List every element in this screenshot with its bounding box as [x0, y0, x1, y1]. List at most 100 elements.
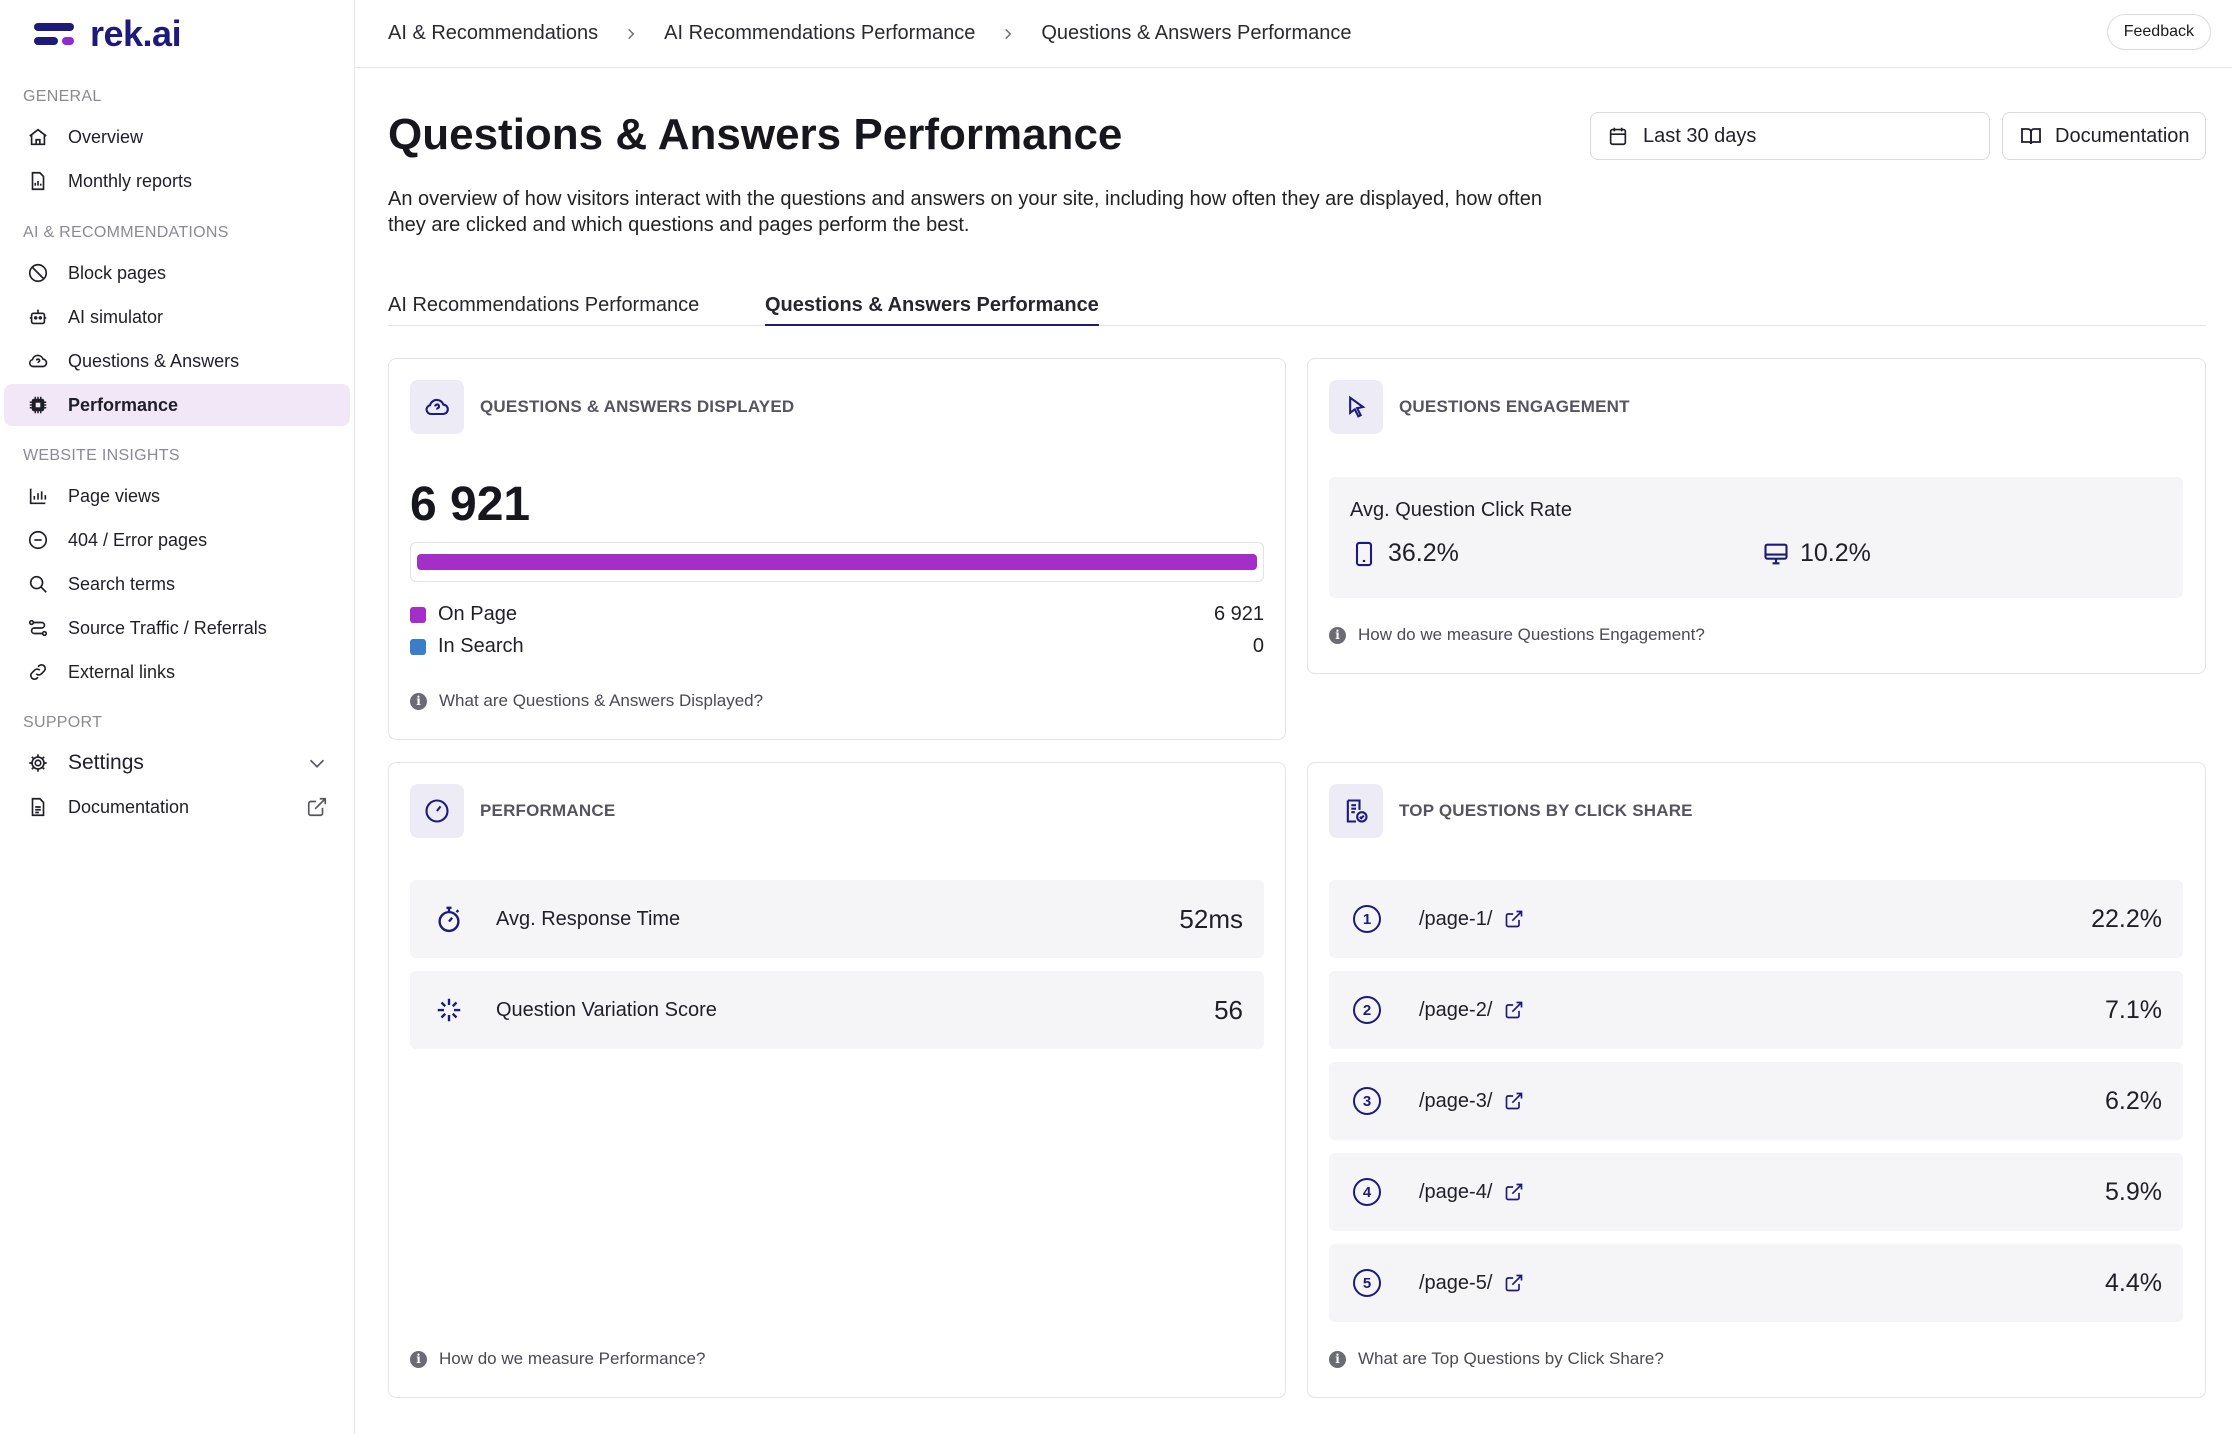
rank-badge: 2	[1353, 996, 1381, 1024]
list-item: 4 /page-4/ 5.9%	[1329, 1153, 2183, 1231]
rank-badge: 1	[1353, 905, 1381, 933]
logo[interactable]: rek.ai	[34, 12, 182, 56]
breadcrumb-ai-recommendations[interactable]: AI & Recommendations	[388, 22, 599, 44]
chevron-down-icon[interactable]	[306, 752, 328, 774]
legend-on-page: On Page 6 921	[410, 603, 1264, 626]
desktop-click-rate: 10.2%	[1762, 539, 1871, 568]
breadcrumb-current: Questions & Answers Performance	[1041, 22, 1352, 44]
sidebar-item-performance[interactable]: Performance	[4, 384, 350, 426]
card-title: TOP QUESTIONS BY CLICK SHARE	[1399, 801, 1693, 820]
sidebar-item-monthly-reports[interactable]: Monthly reports	[4, 160, 350, 202]
sparkle-icon	[437, 998, 461, 1022]
feedback-button[interactable]: Feedback	[2106, 14, 2211, 50]
help-text: How do we measure Performance?	[439, 1349, 706, 1368]
sidebar-item-search-terms[interactable]: Search terms	[4, 563, 350, 605]
section-support: SUPPORT	[23, 714, 103, 731]
list-item: 3 /page-3/ 6.2%	[1329, 1062, 2183, 1140]
page-link[interactable]: /page-5/	[1419, 1271, 1493, 1294]
top-questions-help-link[interactable]: i What are Top Questions by Click Share?	[1329, 1349, 1664, 1369]
sidebar-item-label: Source Traffic / Referrals	[68, 617, 267, 638]
perf-label: Question Variation Score	[496, 998, 717, 1021]
desktop-click-rate-value: 10.2%	[1800, 539, 1871, 567]
page-title: Questions & Answers Performance	[388, 110, 1123, 159]
engagement-help-link[interactable]: i How do we measure Questions Engagement…	[1329, 625, 1705, 645]
sidebar-item-label: Documentation	[68, 796, 190, 817]
sidebar-item-error-pages[interactable]: 404 / Error pages	[4, 519, 350, 561]
logo-text: rek.ai	[90, 13, 182, 54]
gauge-icon	[410, 784, 464, 838]
sidebar-item-label: 404 / Error pages	[68, 529, 208, 550]
home-icon	[26, 125, 50, 149]
calendar-icon	[1609, 127, 1627, 146]
external-link-icon	[307, 797, 327, 817]
bar-chart-icon	[26, 484, 50, 508]
sidebar-item-label: Settings	[68, 751, 144, 774]
sidebar-item-block-pages[interactable]: Block pages	[4, 252, 350, 294]
perf-value: 56	[1214, 994, 1243, 1025]
sidebar-item-ai-simulator[interactable]: AI simulator	[4, 296, 350, 338]
perf-value: 52ms	[1179, 903, 1243, 934]
displayed-total: 6 921	[410, 478, 531, 531]
info-icon: i	[410, 1350, 427, 1368]
sidebar-item-external-links[interactable]: External links	[4, 651, 350, 693]
report-icon	[26, 169, 50, 193]
external-link-icon[interactable]	[1504, 1091, 1524, 1111]
section-ai-recommendations: AI & RECOMMENDATIONS	[23, 224, 229, 241]
info-icon: i	[1329, 1350, 1346, 1368]
book-icon	[2021, 128, 2041, 145]
list-item: 2 /page-2/ 7.1%	[1329, 971, 2183, 1049]
perf-label: Avg. Response Time	[496, 907, 681, 930]
sidebar-item-label: Performance	[68, 394, 179, 415]
legend-label: In Search	[438, 635, 524, 657]
response-time-row: Avg. Response Time 52ms	[410, 880, 1264, 958]
external-link-icon[interactable]	[1504, 1273, 1524, 1293]
variation-score-row: Question Variation Score 56	[410, 971, 1264, 1049]
sidebar-item-settings[interactable]: Settings	[4, 742, 350, 784]
minus-circle-icon	[26, 528, 50, 552]
legend-swatch	[410, 606, 426, 623]
legend-value: 6 921	[1213, 603, 1264, 625]
legend-swatch	[410, 638, 426, 655]
displayed-progress-bar	[410, 542, 1264, 582]
sidebar-item-label: Questions & Answers	[68, 350, 240, 371]
page-link[interactable]: /page-1/	[1419, 907, 1493, 930]
page-link[interactable]: /page-2/	[1419, 998, 1493, 1021]
legend-value: 0	[1252, 635, 1264, 657]
help-text: How do we measure Questions Engagement?	[1358, 625, 1705, 644]
sidebar-item-questions-answers[interactable]: Questions & Answers	[4, 340, 350, 382]
external-link-icon[interactable]	[1504, 1000, 1524, 1020]
list-check-icon	[1329, 784, 1383, 838]
external-link-icon[interactable]	[1504, 909, 1524, 929]
page-link[interactable]: /page-4/	[1419, 1180, 1493, 1203]
card-title: QUESTIONS & ANSWERS DISPLAYED	[480, 397, 795, 416]
search-icon	[26, 572, 50, 596]
click-share-value: 7.1%	[2105, 995, 2162, 1024]
robot-icon	[26, 305, 50, 329]
info-icon: i	[410, 692, 427, 710]
desktop-icon	[1764, 543, 1788, 564]
sidebar-item-page-views[interactable]: Page views	[4, 475, 350, 517]
engagement-card: QUESTIONS ENGAGEMENT Avg. Question Click…	[1307, 358, 2206, 674]
date-range-picker[interactable]: Last 30 days	[1590, 112, 1990, 160]
help-text: What are Questions & Answers Displayed?	[439, 691, 764, 710]
sidebar-item-documentation[interactable]: Documentation	[4, 786, 350, 828]
list-item: 1 /page-1/ 22.2%	[1329, 880, 2183, 958]
link-icon	[26, 660, 50, 684]
displayed-help-link[interactable]: i What are Questions & Answers Displayed…	[410, 691, 763, 711]
page-link[interactable]: /page-3/	[1419, 1089, 1493, 1112]
click-share-value: 5.9%	[2105, 1177, 2162, 1206]
documentation-button[interactable]: Documentation	[2002, 112, 2206, 160]
performance-help-link[interactable]: i How do we measure Performance?	[410, 1349, 705, 1369]
click-rate-box: Avg. Question Click Rate 36.2% 10.2%	[1329, 477, 2183, 598]
sidebar-item-label: Block pages	[68, 262, 167, 283]
help-text: What are Top Questions by Click Share?	[1358, 1349, 1664, 1368]
sidebar-item-source-traffic[interactable]: Source Traffic / Referrals	[4, 607, 350, 649]
tab-questions-answers-performance[interactable]: Questions & Answers Performance	[765, 294, 1099, 326]
mobile-click-rate-value: 36.2%	[1388, 539, 1459, 567]
sidebar-item-overview[interactable]: Overview	[4, 116, 350, 158]
tab-bar: AI Recommendations Performance Questions…	[388, 292, 2206, 326]
external-link-icon[interactable]	[1504, 1182, 1524, 1202]
breadcrumb-ai-recommendations-performance[interactable]: AI Recommendations Performance	[664, 22, 976, 44]
gear-icon	[26, 751, 50, 775]
tab-ai-recommendations-performance[interactable]: AI Recommendations Performance	[388, 294, 700, 316]
